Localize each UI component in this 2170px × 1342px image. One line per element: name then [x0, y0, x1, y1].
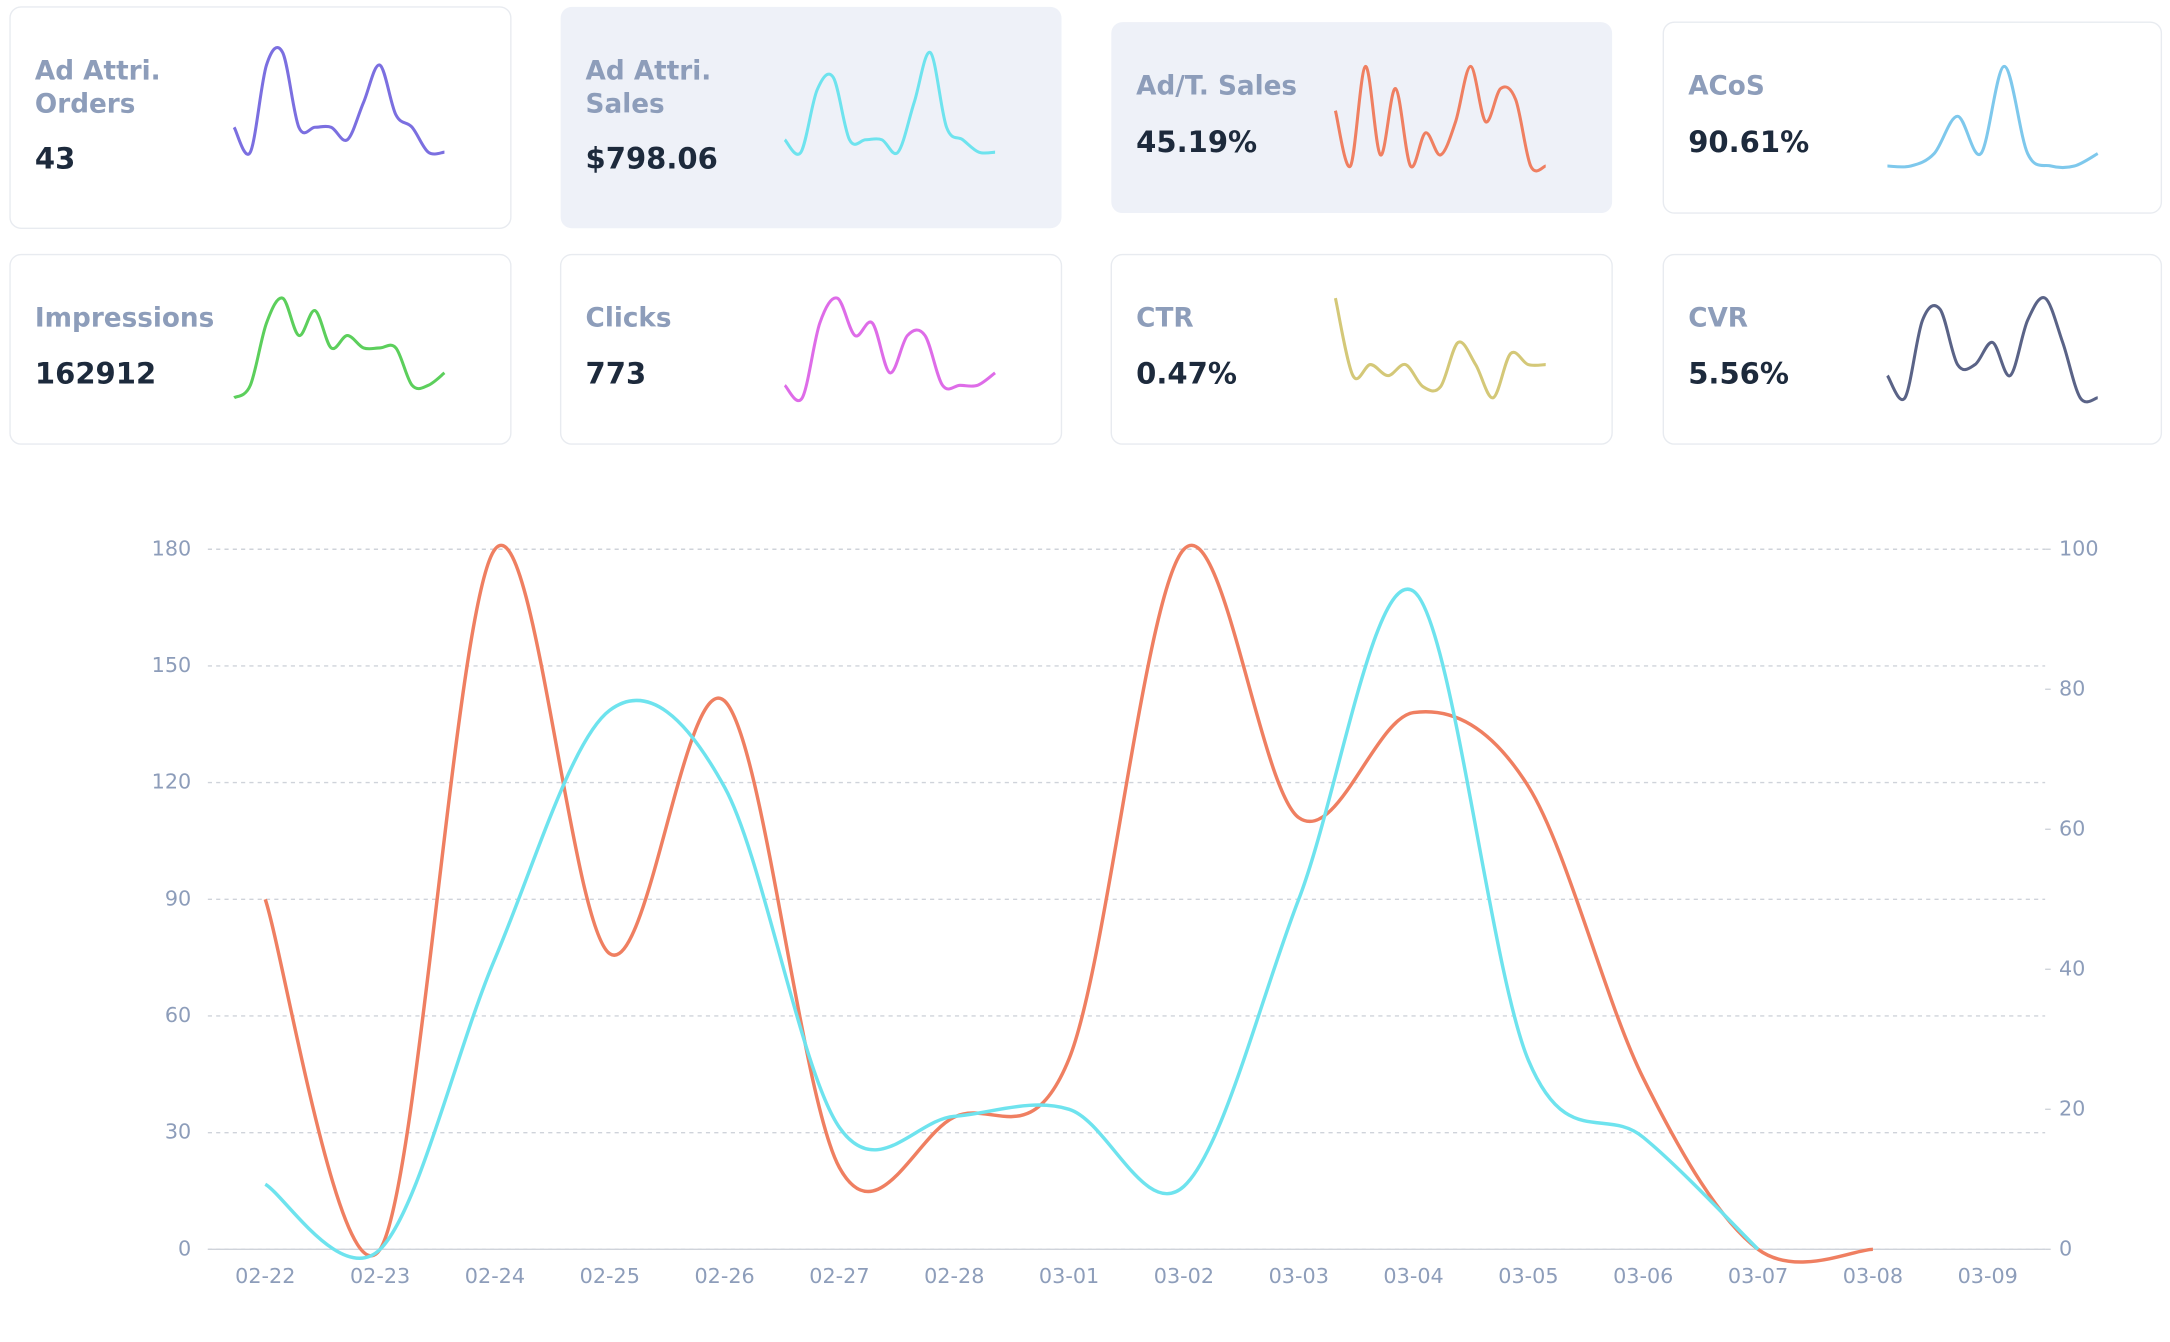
sparkline [232, 46, 445, 156]
metric-card [1662, 21, 2163, 214]
series-line [264, 587, 1760, 1260]
metric-label: CTR [1136, 303, 1193, 333]
y2-tick-label: 0 [2059, 1236, 2072, 1260]
y-tick-label: 150 [152, 653, 192, 677]
metric-card [559, 253, 1063, 445]
metric-label: Ad Attri. [586, 56, 712, 86]
y-tick-label: 30 [165, 1120, 191, 1144]
sparkline [1333, 297, 1546, 400]
metric-label: Sales [586, 90, 665, 120]
metric-value: 162912 [35, 357, 156, 391]
y-tick-label: 180 [152, 536, 192, 560]
y2-tick-label: 80 [2059, 676, 2085, 700]
metric-card [1111, 22, 1613, 214]
x-tick-label: 03-07 [1728, 1264, 1788, 1288]
x-tick-label: 02-25 [580, 1264, 640, 1288]
sparkline [783, 51, 996, 156]
x-tick-label: 02-23 [350, 1264, 410, 1288]
sparkline [1333, 64, 1547, 173]
metric-value: 45.19% [1136, 125, 1257, 159]
x-tick-label: 03-03 [1269, 1264, 1329, 1288]
x-tick-label: 02-27 [809, 1264, 869, 1288]
x-tick-label: 02-22 [235, 1264, 295, 1288]
metric-label: Ad/T. Sales [1136, 72, 1297, 102]
x-tick-label: 03-09 [1958, 1264, 2018, 1288]
metric-label: Impressions [35, 303, 214, 333]
metric-value: 43 [35, 141, 75, 175]
sparkline [1887, 64, 2099, 170]
x-tick-label: 03-06 [1613, 1264, 1673, 1288]
x-tick-label: 03-05 [1498, 1264, 1558, 1288]
x-tick-label: 03-04 [1383, 1264, 1443, 1288]
sparkline [1886, 296, 2099, 404]
y2-tick-label: 60 [2059, 816, 2085, 840]
metric-label: ACoS [1688, 72, 1765, 102]
series-line [263, 543, 1874, 1264]
metric-value: 5.56% [1688, 357, 1789, 391]
x-tick-label: 02-24 [465, 1264, 525, 1288]
y2-tick-label: 40 [2059, 956, 2085, 980]
metric-card [1662, 253, 2163, 445]
metric-value: 0.47% [1136, 357, 1237, 391]
sparkline [783, 296, 996, 402]
metric-card [9, 6, 512, 229]
metric-label: Clicks [586, 303, 672, 333]
x-tick-label: 02-26 [694, 1264, 754, 1288]
x-tick-label: 03-08 [1843, 1264, 1903, 1288]
metric-value: 773 [586, 357, 647, 391]
x-tick-label: 03-01 [1039, 1264, 1099, 1288]
metric-card [1110, 253, 1613, 445]
metric-value: $798.06 [586, 141, 718, 175]
x-tick-label: 02-28 [924, 1264, 984, 1288]
metric-label: Orders [35, 90, 135, 120]
y2-tick-label: 20 [2059, 1096, 2085, 1120]
y2-tick-label: 100 [2059, 536, 2099, 560]
metric-label: CVR [1688, 303, 1748, 333]
x-tick-label: 03-02 [1154, 1264, 1214, 1288]
y-tick-label: 0 [178, 1236, 191, 1260]
sparkline [233, 296, 446, 400]
y-tick-label: 90 [165, 886, 191, 910]
metric-label: Ad Attri. [35, 56, 161, 86]
y-tick-label: 60 [165, 1003, 191, 1027]
metric-value: 90.61% [1688, 125, 1809, 159]
y-tick-label: 120 [152, 770, 192, 794]
